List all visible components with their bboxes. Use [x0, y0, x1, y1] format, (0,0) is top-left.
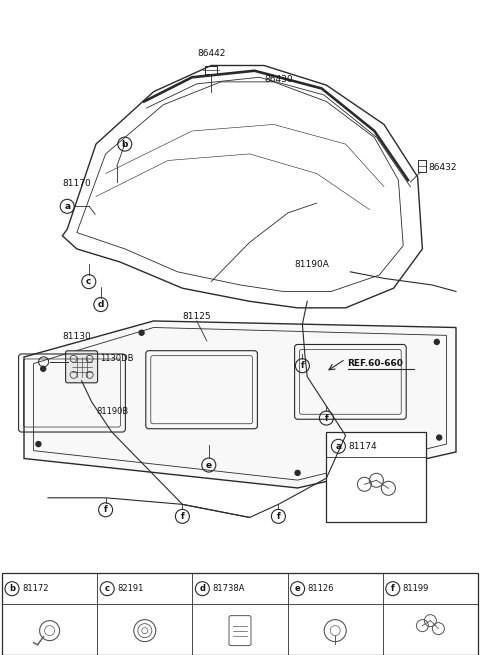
FancyBboxPatch shape: [66, 351, 97, 383]
Text: 1130DB: 1130DB: [100, 354, 133, 364]
Text: f: f: [391, 584, 395, 593]
Text: 81126: 81126: [308, 584, 334, 593]
Text: REF.60-660: REF.60-660: [348, 359, 404, 368]
Text: 81130: 81130: [62, 332, 91, 341]
Bar: [2, 573, 478, 655]
Text: f: f: [324, 413, 328, 422]
Text: 86430: 86430: [264, 75, 293, 84]
Circle shape: [36, 441, 41, 447]
Text: f: f: [104, 505, 108, 514]
Circle shape: [295, 470, 300, 476]
Text: b: b: [121, 140, 128, 149]
Text: 81190B: 81190B: [96, 407, 129, 417]
Text: f: f: [300, 361, 304, 370]
Text: 86442: 86442: [197, 48, 226, 58]
Text: 81174: 81174: [348, 442, 377, 451]
Text: 86432: 86432: [428, 162, 457, 172]
Circle shape: [434, 339, 439, 345]
Text: e: e: [295, 584, 300, 593]
Text: a: a: [64, 202, 70, 211]
Circle shape: [139, 330, 144, 335]
Circle shape: [41, 366, 46, 371]
Text: e: e: [206, 460, 212, 470]
Text: c: c: [105, 584, 110, 593]
Text: 81172: 81172: [22, 584, 48, 593]
Text: a: a: [336, 442, 341, 451]
Text: 81738A: 81738A: [212, 584, 245, 593]
Text: c: c: [86, 277, 92, 286]
Text: f: f: [180, 512, 184, 521]
Text: 81199: 81199: [403, 584, 429, 593]
Text: d: d: [199, 584, 205, 593]
Polygon shape: [24, 321, 456, 488]
Text: b: b: [9, 584, 15, 593]
Text: 81190A: 81190A: [295, 259, 329, 269]
Bar: [326, 432, 426, 522]
Text: f: f: [276, 512, 280, 521]
Text: 81170: 81170: [62, 179, 91, 188]
Text: d: d: [97, 300, 104, 309]
Text: 82191: 82191: [117, 584, 144, 593]
Circle shape: [437, 435, 442, 440]
Text: 81125: 81125: [182, 312, 211, 321]
